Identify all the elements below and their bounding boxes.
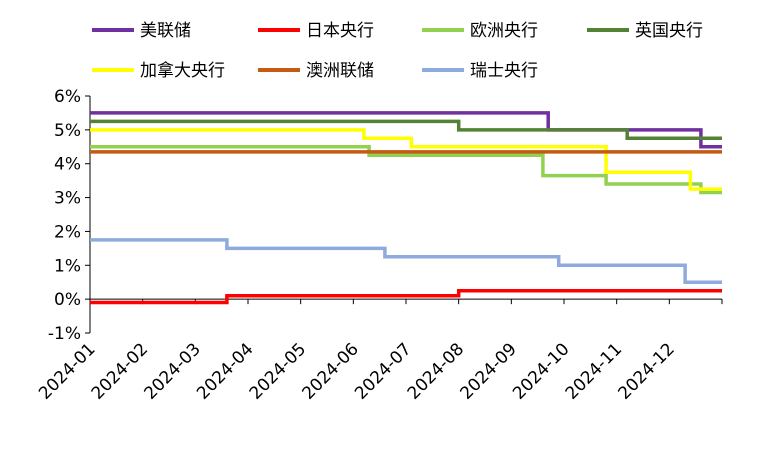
x-tick-label: 2024-07 — [351, 339, 415, 403]
x-tick-label: 2024-06 — [299, 339, 363, 403]
legend-label: 欧洲央行 — [470, 21, 538, 41]
legend-label: 瑞士央行 — [470, 61, 538, 81]
x-tick-label: 2024-08 — [404, 339, 468, 403]
legend-item: 瑞士央行 — [422, 61, 538, 81]
legend-label: 加拿大央行 — [140, 60, 225, 81]
series-line — [90, 288, 722, 305]
x-tick-label: 2024-10 — [509, 339, 573, 403]
y-tick-label: 6% — [54, 87, 81, 107]
series-group — [90, 111, 722, 305]
legend-item: 欧洲央行 — [422, 21, 538, 41]
legend-label: 澳洲联储 — [306, 61, 374, 81]
series-line — [90, 119, 722, 141]
legend-item: 英国央行 — [587, 21, 703, 41]
x-tick-label: 2024-12 — [615, 339, 679, 403]
x-tick-label: 2024-04 — [193, 339, 257, 403]
legend-label: 美联储 — [140, 21, 191, 41]
x-tick-label: 2024-11 — [562, 339, 626, 403]
legend-label: 英国央行 — [635, 21, 703, 41]
y-tick-label: 5% — [54, 121, 81, 141]
series-line — [90, 128, 722, 191]
y-tick-label: 2% — [54, 222, 81, 242]
legend-label: 日本央行 — [306, 21, 374, 41]
legend-item: 加拿大央行 — [92, 60, 225, 81]
x-tick-label: 2024-05 — [246, 339, 310, 403]
legend-item: 美联储 — [92, 21, 191, 41]
x-tick-label: 2024-02 — [88, 339, 152, 403]
x-tick-label: 2024-09 — [457, 339, 521, 403]
x-tick-label: 2024-03 — [141, 339, 205, 403]
y-tick-label: 0% — [54, 290, 81, 310]
y-tick-label: 3% — [54, 189, 81, 209]
series-line — [90, 238, 722, 284]
y-tick-label: -1% — [48, 324, 81, 344]
x-tick-label: 2024-01 — [35, 339, 99, 403]
legend-item: 澳洲联储 — [258, 61, 374, 81]
series-line — [90, 145, 722, 195]
y-tick-label: 4% — [54, 155, 81, 175]
legend-item: 日本央行 — [258, 21, 374, 41]
y-tick-label: 1% — [54, 256, 81, 276]
